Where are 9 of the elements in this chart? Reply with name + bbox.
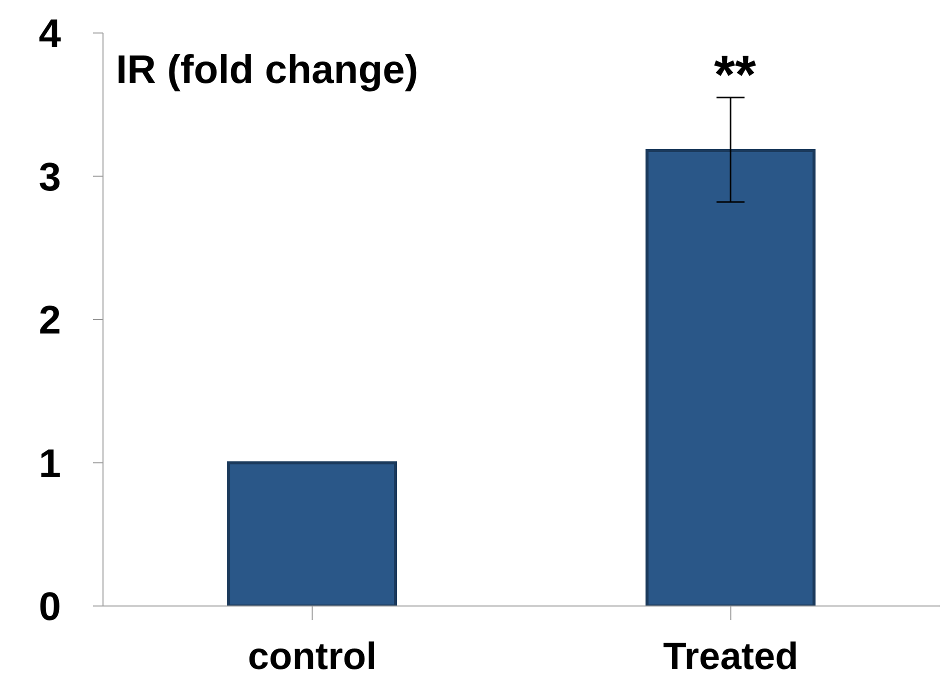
chart-title: IR (fold change) [116, 48, 418, 93]
y-tick-label: 4 [38, 12, 62, 56]
annotation: ** [712, 44, 758, 106]
y-tick-label: 0 [38, 585, 61, 630]
x-tick-label: Treated [663, 636, 798, 678]
y-tick-label: 3 [38, 155, 61, 200]
x-tick-label: control [248, 636, 377, 678]
y-tick-label: 2 [38, 298, 61, 343]
y-tick-label: 1 [38, 442, 61, 486]
